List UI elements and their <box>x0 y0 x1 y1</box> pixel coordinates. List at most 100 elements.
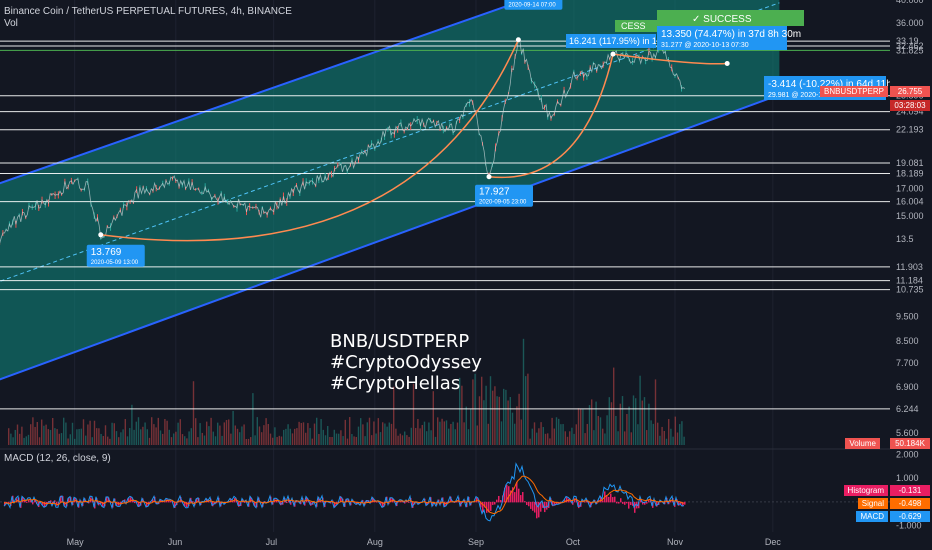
macd-histogram-bar <box>224 501 226 505</box>
volume-bar <box>322 429 324 445</box>
macd-histogram-bar <box>462 501 464 504</box>
success-banner-2: ✓ SUCCESS <box>657 10 804 26</box>
signal-tag-label: Signal <box>857 498 888 509</box>
volume-bar <box>566 436 569 445</box>
volume-bar <box>250 437 252 445</box>
measurement-box-2: 13.350 (74.47%) in 37d 8h 30m 31.277 @ 20… <box>657 26 801 50</box>
macd-histogram-bar <box>232 500 234 503</box>
volume-bar <box>463 422 465 445</box>
volume-bar <box>118 437 120 445</box>
volume-bar <box>309 428 311 445</box>
volume-bar <box>197 437 199 445</box>
macd-histogram-bar <box>376 501 378 503</box>
volume-bar <box>459 377 461 445</box>
volume-bar <box>199 423 201 445</box>
macd-histogram-bar <box>564 499 566 503</box>
volume-bar <box>265 418 267 445</box>
callout-low-may: 13.769 2020-05-09 13:00 <box>86 244 145 267</box>
macd-histogram-bar <box>106 496 108 503</box>
macd-histogram-bar <box>606 494 608 503</box>
volume-bar <box>43 425 45 445</box>
macd-histogram-bar <box>334 501 336 508</box>
callout-high-sep: 33.395 2020-09-14 07:00 <box>504 0 563 10</box>
volume-bar <box>401 435 404 445</box>
volume-bar <box>212 431 214 445</box>
volume-bar <box>481 376 483 445</box>
measurement-line-1: -3.414 (-10.22%) in 64d 11h <box>768 79 892 90</box>
measurement-line-2: 29.981 @ 2020-11-17 <box>768 92 836 99</box>
macd-histogram-bar <box>418 501 420 505</box>
price-tick-label: 19.081 <box>896 158 924 168</box>
volume-bar <box>38 437 41 445</box>
macd-histogram-bar <box>296 501 298 503</box>
macd-histogram-bar <box>68 497 70 503</box>
macd-histogram-bar <box>628 501 630 509</box>
volume-bar <box>87 424 89 445</box>
volume-bar <box>503 388 505 445</box>
volume-tag-label: Volume <box>845 438 880 449</box>
volume-bar <box>652 423 654 445</box>
macd-histogram-bar <box>522 492 524 503</box>
volume-bar <box>518 393 520 445</box>
macd-histogram-bar <box>382 501 384 507</box>
macd-histogram-bar <box>608 496 610 503</box>
volume-bar <box>379 432 382 445</box>
volume-bar <box>324 435 327 445</box>
volume-bar <box>124 419 126 445</box>
volume-bar <box>258 426 261 445</box>
volume-bar <box>683 436 685 445</box>
price-line <box>0 38 685 244</box>
macd-histogram-bar <box>536 501 538 519</box>
volume-bar <box>511 412 514 445</box>
volume-bar <box>144 422 146 445</box>
volume-bar <box>234 425 236 445</box>
volume-bar <box>408 436 410 445</box>
macd-histogram-bar <box>574 498 576 503</box>
price-axis: 40.00036.00033.1932.46231.82525.89624.09… <box>890 0 932 550</box>
volume-bar <box>142 426 144 445</box>
histogram-tag-label: Histogram <box>843 485 888 496</box>
time-tick-label: Nov <box>667 537 684 547</box>
macd-histogram-bar <box>524 501 526 503</box>
volume-bar <box>448 428 450 445</box>
volume-bar <box>221 435 223 445</box>
macd-histogram-bar <box>30 500 32 503</box>
macd-histogram-bar <box>494 501 496 505</box>
volume-bar <box>96 428 98 445</box>
macd-histogram-bar <box>42 501 44 506</box>
volume-bar <box>582 409 584 445</box>
volume-bar <box>190 428 192 445</box>
macd-histogram-bar <box>216 501 218 504</box>
macd-histogram-bar <box>546 501 548 510</box>
macd-histogram-bar <box>356 501 358 505</box>
callout-time: 2020-05-09 13:00 <box>91 260 139 266</box>
volume-bar <box>254 435 256 445</box>
volume-bar <box>10 433 12 445</box>
volume-bar <box>522 338 525 445</box>
volume-bar <box>12 437 14 445</box>
macd-histogram-bar <box>476 497 478 503</box>
macd-histogram-bar <box>670 500 672 503</box>
channel-median-line <box>0 2 780 282</box>
volume-bar <box>67 438 69 445</box>
volume-bar <box>166 420 168 445</box>
macd-histogram-bar <box>616 501 618 504</box>
volume-bar <box>450 423 452 445</box>
volume-bar <box>478 396 481 445</box>
success-banner-bg <box>657 10 804 26</box>
price-tick-label: 13.5 <box>896 234 914 244</box>
volume-bar <box>390 423 393 445</box>
volume-bar <box>65 422 67 445</box>
volume-bar <box>628 406 630 445</box>
macd-histogram-bar <box>8 501 10 503</box>
volume-bar <box>505 389 507 445</box>
price-tick-label: 5.600 <box>896 428 919 438</box>
macd-histogram-bar <box>380 501 382 505</box>
volume-bar <box>23 437 25 445</box>
volume-bar <box>71 422 74 445</box>
time-tick-label: May <box>67 537 85 547</box>
price-tick-label: 22.193 <box>896 125 924 135</box>
volume-bar <box>195 418 197 445</box>
price-tick-label: 11.184 <box>896 276 923 286</box>
